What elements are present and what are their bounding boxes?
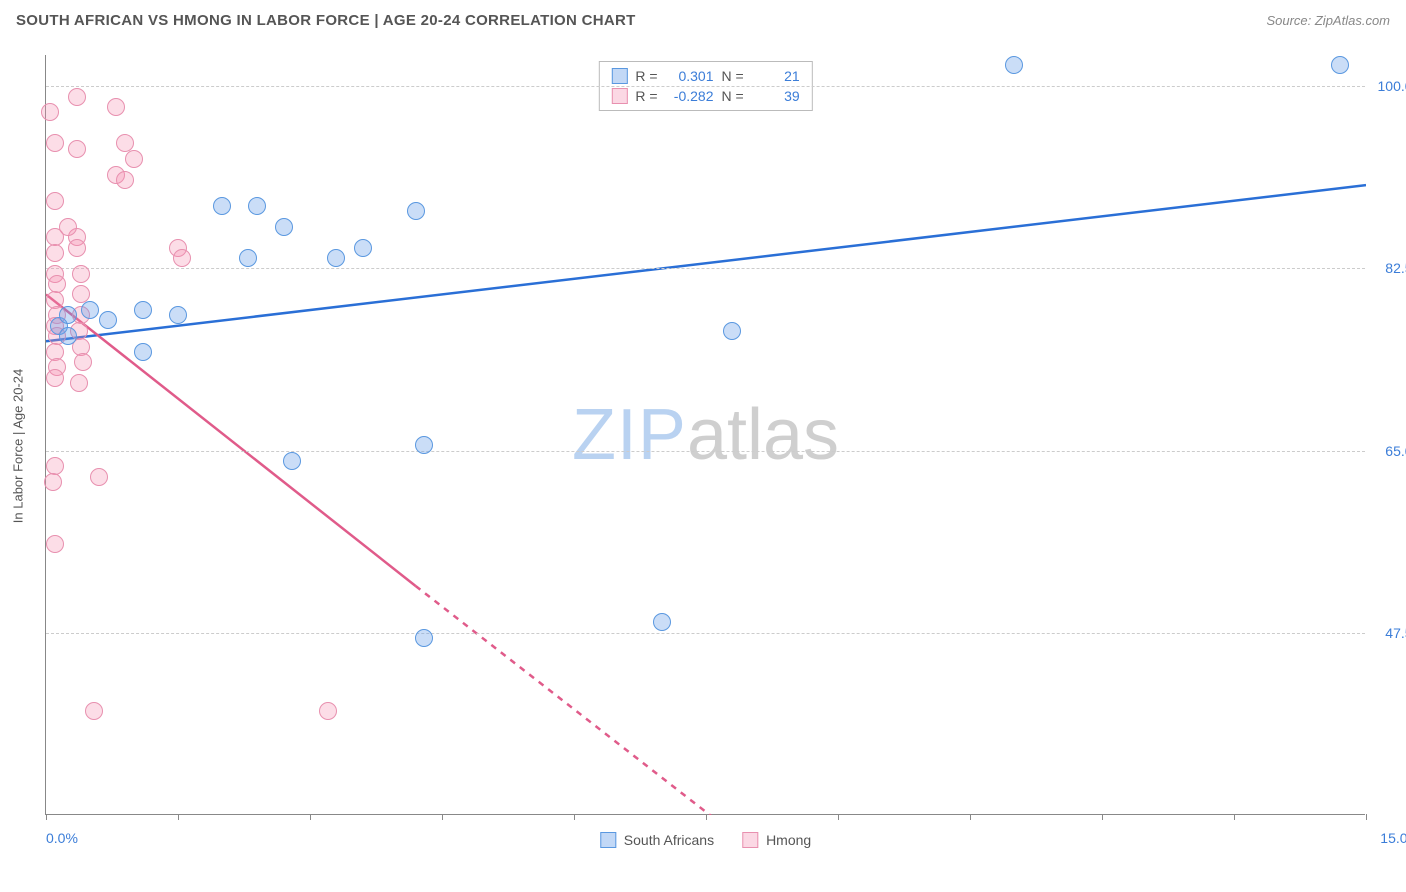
- gridline-h: [46, 451, 1365, 452]
- watermark: ZIPatlas: [572, 394, 839, 476]
- x-tick: [310, 814, 311, 820]
- scatter-point-south-african: [723, 322, 741, 340]
- y-tick-label: 65.0%: [1370, 443, 1406, 459]
- trendlines-svg: [46, 55, 1366, 815]
- x-tick: [442, 814, 443, 820]
- scatter-point-hmong: [90, 468, 108, 486]
- x-tick: [1234, 814, 1235, 820]
- scatter-point-hmong: [319, 702, 337, 720]
- scatter-point-south-african: [59, 327, 77, 345]
- legend-item-hm: Hmong: [742, 832, 811, 848]
- legend-item-sa: South Africans: [600, 832, 714, 848]
- scatter-point-south-african: [134, 343, 152, 361]
- scatter-point-south-african: [59, 306, 77, 324]
- scatter-point-south-african: [248, 197, 266, 215]
- n-label: N =: [722, 88, 744, 104]
- scatter-point-south-african: [653, 613, 671, 631]
- scatter-point-south-african: [415, 629, 433, 647]
- watermark-atlas: atlas: [687, 395, 839, 475]
- scatter-point-south-african: [99, 311, 117, 329]
- x-axis-max-label: 15.0%: [1380, 830, 1406, 846]
- scatter-point-south-african: [81, 301, 99, 319]
- scatter-point-hmong: [85, 702, 103, 720]
- series-legend: South Africans Hmong: [600, 832, 811, 848]
- x-tick: [970, 814, 971, 820]
- source-attribution: Source: ZipAtlas.com: [1266, 13, 1390, 28]
- scatter-point-hmong: [68, 239, 86, 257]
- gridline-h: [46, 86, 1365, 87]
- chart-title: SOUTH AFRICAN VS HMONG IN LABOR FORCE | …: [16, 12, 636, 29]
- scatter-point-south-african: [407, 202, 425, 220]
- scatter-point-hmong: [116, 171, 134, 189]
- gridline-h: [46, 268, 1365, 269]
- legend-row-series2: R = -0.282 N = 39: [611, 86, 799, 106]
- r-value-hm: -0.282: [666, 88, 714, 104]
- scatter-point-hmong: [44, 473, 62, 491]
- x-tick: [1366, 814, 1367, 820]
- scatter-plot-area: ZIPatlas R = 0.301 N = 21 R = -0.282 N =…: [45, 55, 1365, 815]
- scatter-point-south-african: [239, 249, 257, 267]
- scatter-point-hmong: [46, 192, 64, 210]
- scatter-point-south-african: [275, 218, 293, 236]
- scatter-point-hmong: [74, 353, 92, 371]
- scatter-point-hmong: [46, 244, 64, 262]
- y-tick-label: 47.5%: [1370, 625, 1406, 641]
- scatter-point-south-african: [327, 249, 345, 267]
- scatter-point-south-african: [134, 301, 152, 319]
- chart-header: SOUTH AFRICAN VS HMONG IN LABOR FORCE | …: [0, 0, 1406, 40]
- gridline-h: [46, 633, 1365, 634]
- scatter-point-hmong: [59, 218, 77, 236]
- scatter-point-hmong: [125, 150, 143, 168]
- scatter-point-south-african: [1005, 56, 1023, 74]
- scatter-point-hmong: [107, 98, 125, 116]
- x-tick: [706, 814, 707, 820]
- scatter-point-south-african: [1331, 56, 1349, 74]
- y-axis-title: In Labor Force | Age 20-24: [11, 369, 26, 523]
- n-value-sa: 21: [752, 68, 800, 84]
- legend-label-sa: South Africans: [624, 832, 714, 848]
- scatter-point-hmong: [46, 134, 64, 152]
- scatter-point-hmong: [72, 265, 90, 283]
- scatter-point-south-african: [283, 452, 301, 470]
- r-label: R =: [635, 68, 657, 84]
- r-value-sa: 0.301: [666, 68, 714, 84]
- scatter-point-hmong: [46, 535, 64, 553]
- scatter-point-hmong: [173, 249, 191, 267]
- scatter-point-south-african: [415, 436, 433, 454]
- legend-label-hm: Hmong: [766, 832, 811, 848]
- scatter-point-hmong: [41, 103, 59, 121]
- x-tick: [1102, 814, 1103, 820]
- legend-swatch-hm: [611, 88, 627, 104]
- scatter-point-south-african: [354, 239, 372, 257]
- legend-swatch-sa: [611, 68, 627, 84]
- r-label: R =: [635, 88, 657, 104]
- y-tick-label: 82.5%: [1370, 260, 1406, 276]
- scatter-point-hmong: [70, 374, 88, 392]
- n-value-hm: 39: [752, 88, 800, 104]
- watermark-zip: ZIP: [572, 395, 687, 475]
- x-axis-min-label: 0.0%: [46, 830, 78, 846]
- x-tick: [838, 814, 839, 820]
- legend-row-series1: R = 0.301 N = 21: [611, 66, 799, 86]
- scatter-point-hmong: [68, 88, 86, 106]
- x-tick: [574, 814, 575, 820]
- legend-swatch-hm: [742, 832, 758, 848]
- y-tick-label: 100.0%: [1370, 78, 1406, 94]
- n-label: N =: [722, 68, 744, 84]
- scatter-point-hmong: [46, 369, 64, 387]
- scatter-point-hmong: [68, 140, 86, 158]
- scatter-point-south-african: [169, 306, 187, 324]
- x-tick: [178, 814, 179, 820]
- x-tick: [46, 814, 47, 820]
- legend-swatch-sa: [600, 832, 616, 848]
- scatter-point-south-african: [213, 197, 231, 215]
